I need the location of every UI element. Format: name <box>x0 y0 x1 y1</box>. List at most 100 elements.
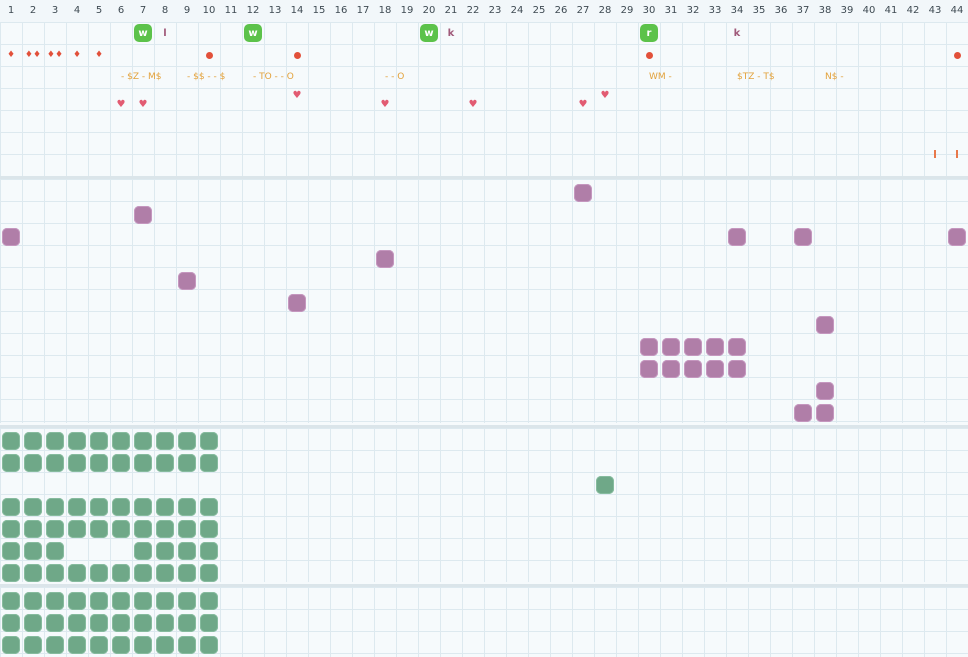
green-tile[interactable] <box>176 452 198 474</box>
green-tile[interactable] <box>88 518 110 540</box>
green-tile[interactable] <box>198 452 220 474</box>
green-tile[interactable] <box>154 590 176 612</box>
green-tile[interactable] <box>66 452 88 474</box>
purple-tile[interactable] <box>726 358 748 380</box>
green-tile[interactable] <box>154 562 176 584</box>
green-tile[interactable] <box>154 452 176 474</box>
purple-tile[interactable] <box>704 358 726 380</box>
green-tile[interactable] <box>66 562 88 584</box>
green-tile[interactable] <box>154 430 176 452</box>
green-tile[interactable] <box>22 590 44 612</box>
green-tile[interactable] <box>22 518 44 540</box>
green-tile[interactable] <box>88 590 110 612</box>
green-tile[interactable] <box>44 430 66 452</box>
green-tile[interactable] <box>132 452 154 474</box>
green-tile[interactable] <box>44 562 66 584</box>
purple-tile[interactable] <box>0 226 22 248</box>
purple-tile[interactable] <box>946 226 968 248</box>
green-tile[interactable] <box>198 634 220 656</box>
green-tile[interactable] <box>176 540 198 562</box>
purple-tile[interactable] <box>814 380 836 402</box>
purple-tile[interactable] <box>132 204 154 226</box>
green-tile[interactable] <box>110 612 132 634</box>
green-tile[interactable] <box>66 590 88 612</box>
green-tile[interactable] <box>0 612 22 634</box>
purple-tile[interactable] <box>660 358 682 380</box>
green-tile[interactable] <box>132 590 154 612</box>
purple-tile[interactable] <box>726 336 748 358</box>
purple-tile[interactable] <box>814 314 836 336</box>
green-tile[interactable] <box>88 562 110 584</box>
purple-tile[interactable] <box>792 402 814 424</box>
green-tile[interactable] <box>0 590 22 612</box>
green-tile[interactable] <box>154 518 176 540</box>
purple-tile[interactable] <box>638 336 660 358</box>
green-tile[interactable] <box>132 612 154 634</box>
green-tile[interactable] <box>0 540 22 562</box>
purple-tile[interactable] <box>638 358 660 380</box>
green-tile[interactable] <box>110 430 132 452</box>
green-tile[interactable] <box>0 518 22 540</box>
green-tile[interactable] <box>198 612 220 634</box>
green-tile[interactable] <box>198 590 220 612</box>
lime-tile[interactable]: w <box>418 22 440 44</box>
green-tile[interactable] <box>594 474 616 496</box>
green-tile[interactable] <box>176 562 198 584</box>
green-tile[interactable] <box>66 518 88 540</box>
green-tile[interactable] <box>88 634 110 656</box>
green-tile[interactable] <box>198 430 220 452</box>
green-tile[interactable] <box>0 496 22 518</box>
green-tile[interactable] <box>22 562 44 584</box>
purple-tile[interactable] <box>704 336 726 358</box>
green-tile[interactable] <box>110 496 132 518</box>
green-tile[interactable] <box>66 612 88 634</box>
lime-tile[interactable]: w <box>132 22 154 44</box>
green-tile[interactable] <box>44 496 66 518</box>
green-tile[interactable] <box>198 540 220 562</box>
green-tile[interactable] <box>154 540 176 562</box>
green-tile[interactable] <box>44 634 66 656</box>
green-tile[interactable] <box>154 612 176 634</box>
purple-tile[interactable] <box>726 226 748 248</box>
green-tile[interactable] <box>22 634 44 656</box>
green-tile[interactable] <box>132 496 154 518</box>
green-tile[interactable] <box>88 452 110 474</box>
green-tile[interactable] <box>132 430 154 452</box>
green-tile[interactable] <box>66 496 88 518</box>
green-tile[interactable] <box>0 634 22 656</box>
green-tile[interactable] <box>0 562 22 584</box>
green-tile[interactable] <box>44 540 66 562</box>
green-tile[interactable] <box>110 562 132 584</box>
green-tile[interactable] <box>66 430 88 452</box>
green-tile[interactable] <box>198 562 220 584</box>
green-tile[interactable] <box>176 634 198 656</box>
green-tile[interactable] <box>176 518 198 540</box>
purple-tile[interactable] <box>176 270 198 292</box>
green-tile[interactable] <box>198 496 220 518</box>
green-tile[interactable] <box>88 430 110 452</box>
green-tile[interactable] <box>176 496 198 518</box>
green-tile[interactable] <box>132 562 154 584</box>
green-tile[interactable] <box>66 634 88 656</box>
green-tile[interactable] <box>44 590 66 612</box>
green-tile[interactable] <box>110 590 132 612</box>
green-tile[interactable] <box>154 496 176 518</box>
green-tile[interactable] <box>0 452 22 474</box>
green-tile[interactable] <box>110 452 132 474</box>
purple-tile[interactable] <box>660 336 682 358</box>
purple-tile[interactable] <box>572 182 594 204</box>
green-tile[interactable] <box>176 612 198 634</box>
green-tile[interactable] <box>154 634 176 656</box>
purple-tile[interactable] <box>682 336 704 358</box>
green-tile[interactable] <box>198 518 220 540</box>
purple-tile[interactable] <box>286 292 308 314</box>
green-tile[interactable] <box>22 540 44 562</box>
green-tile[interactable] <box>22 612 44 634</box>
purple-tile[interactable] <box>792 226 814 248</box>
green-tile[interactable] <box>132 634 154 656</box>
green-tile[interactable] <box>0 430 22 452</box>
green-tile[interactable] <box>110 634 132 656</box>
green-tile[interactable] <box>44 518 66 540</box>
green-tile[interactable] <box>88 496 110 518</box>
green-tile[interactable] <box>22 452 44 474</box>
